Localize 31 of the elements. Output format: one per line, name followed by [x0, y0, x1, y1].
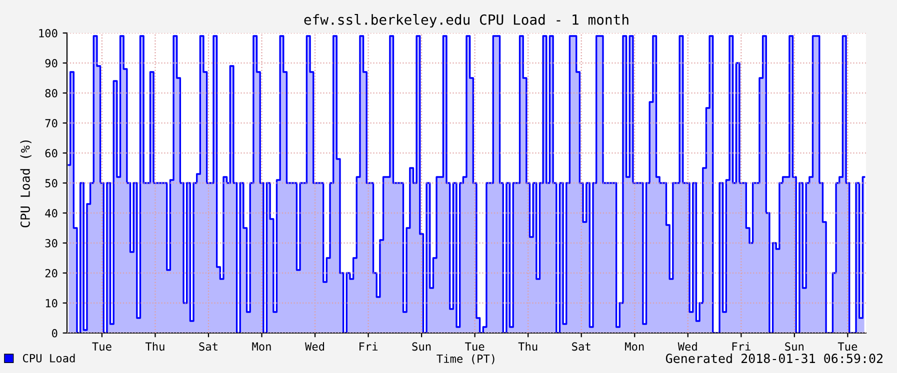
y-tick-label: 20: [45, 269, 58, 278]
y-tick-label: 40: [45, 209, 58, 218]
y-tick-label: 80: [45, 89, 58, 98]
legend-label: CPU Load: [22, 354, 75, 362]
x-tick-label: Tue: [465, 342, 484, 351]
y-tick-label: 10: [46, 299, 58, 308]
y-axis-title: CPU Load (%): [20, 140, 32, 228]
x-tick-label: Wed: [304, 342, 324, 351]
x-tick-label: Mon: [625, 342, 644, 351]
y-tick-label: 0: [52, 329, 58, 338]
x-tick-label: Sun: [785, 342, 804, 351]
y-tick-label: 60: [45, 149, 58, 158]
x-tick-label: Thu: [145, 342, 164, 351]
x-tick-label: Sat: [199, 342, 218, 351]
x-tick-label: Mon: [252, 342, 271, 351]
x-tick-label: Fri: [732, 342, 750, 351]
x-tick-label: Thu: [518, 342, 538, 351]
x-tick-label: Sat: [572, 342, 590, 351]
y-tick-label: 50: [45, 179, 58, 188]
x-tick-label: Wed: [678, 342, 697, 351]
y-tick-label: 30: [45, 239, 58, 248]
x-tick-label: Sun: [412, 342, 431, 351]
x-tick-label: Fri: [360, 342, 378, 351]
chart-title: efw.ssl.berkeley.edu CPU Load - 1 month: [304, 14, 628, 28]
x-axis-title: Time (PT): [436, 354, 494, 364]
y-tick-label: 90: [45, 59, 58, 68]
text: Generated 2018-01-31 06:59:02: [666, 353, 882, 364]
y-tick-label: 100: [39, 29, 58, 38]
y-tick-label: 70: [45, 119, 58, 128]
x-tick-label: Tue: [92, 342, 112, 351]
x-tick-label: Tue: [838, 342, 858, 351]
